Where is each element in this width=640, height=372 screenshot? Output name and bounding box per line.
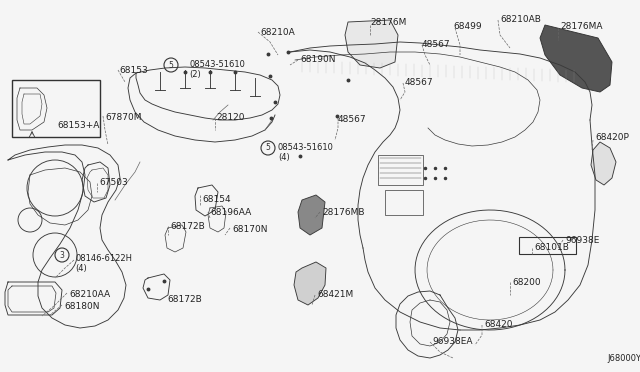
- Polygon shape: [591, 142, 616, 185]
- Text: 68196AA: 68196AA: [210, 208, 252, 217]
- Text: 08543-51610: 08543-51610: [278, 143, 334, 152]
- Text: 68420P: 68420P: [595, 133, 629, 142]
- Polygon shape: [540, 25, 612, 92]
- Text: 68499: 68499: [453, 22, 482, 31]
- Text: 96938EA: 96938EA: [432, 337, 472, 346]
- Text: 08146-6122H: 08146-6122H: [75, 254, 132, 263]
- Text: 67503: 67503: [99, 178, 128, 187]
- Bar: [385, 190, 423, 215]
- Text: 68153+A: 68153+A: [57, 121, 99, 130]
- Text: 28176MA: 28176MA: [560, 22, 602, 31]
- Text: 68190N: 68190N: [300, 55, 335, 64]
- Text: 68154: 68154: [202, 195, 230, 204]
- Text: 5: 5: [266, 144, 271, 153]
- Text: 68210A: 68210A: [260, 28, 295, 37]
- Text: (2): (2): [189, 70, 201, 79]
- Text: (4): (4): [278, 153, 290, 162]
- Text: 68210AB: 68210AB: [500, 15, 541, 24]
- Polygon shape: [345, 20, 398, 68]
- Text: (4): (4): [75, 264, 87, 273]
- Text: 68153: 68153: [119, 66, 148, 75]
- Text: 68210AA: 68210AA: [69, 290, 110, 299]
- Text: 68180N: 68180N: [64, 302, 99, 311]
- Bar: [12, 80, 100, 137]
- Text: 5: 5: [168, 61, 173, 70]
- Polygon shape: [294, 262, 326, 305]
- Text: 68200: 68200: [512, 278, 541, 287]
- Text: 68172B: 68172B: [167, 295, 202, 304]
- Text: 28120: 28120: [216, 113, 244, 122]
- Text: 48567: 48567: [422, 40, 451, 49]
- Text: 68420: 68420: [484, 320, 513, 329]
- Text: 28176M: 28176M: [370, 18, 406, 27]
- Text: 68170N: 68170N: [232, 225, 268, 234]
- Polygon shape: [298, 195, 325, 235]
- Text: 28176MB: 28176MB: [322, 208, 365, 217]
- Text: 96938E: 96938E: [565, 236, 600, 245]
- Text: 68101B: 68101B: [534, 243, 569, 252]
- Text: 67870M: 67870M: [105, 113, 141, 122]
- Text: J68000YT: J68000YT: [607, 354, 640, 363]
- Text: 3: 3: [60, 250, 65, 260]
- Bar: [519, 237, 576, 254]
- Text: 68421M: 68421M: [317, 290, 353, 299]
- Text: 48567: 48567: [405, 78, 434, 87]
- Text: 08543-51610: 08543-51610: [189, 60, 245, 69]
- Text: 48567: 48567: [338, 115, 367, 124]
- Bar: [378, 155, 423, 185]
- Text: 68172B: 68172B: [170, 222, 205, 231]
